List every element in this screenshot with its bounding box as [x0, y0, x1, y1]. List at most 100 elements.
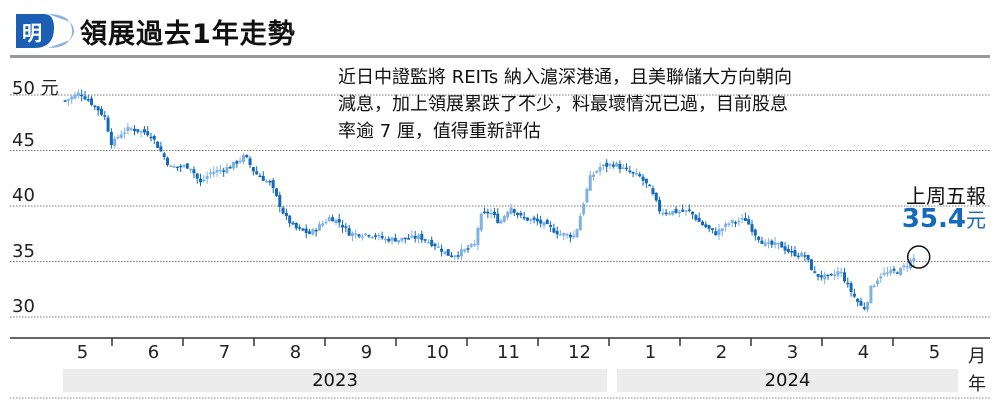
- candle-body: [601, 164, 605, 167]
- candle-body: [337, 219, 341, 223]
- candle-body: [512, 209, 516, 213]
- x-tick-label: 6: [147, 342, 160, 363]
- candle-body: [251, 167, 255, 172]
- candle-body: [889, 269, 893, 274]
- y-tick-label: 30: [12, 296, 35, 317]
- candle-body: [621, 167, 625, 170]
- candle-body: [611, 164, 615, 167]
- candle-body: [509, 207, 513, 214]
- candle-body: [899, 267, 903, 275]
- candle-body: [456, 255, 460, 257]
- candle-body: [912, 258, 916, 262]
- candle-body: [644, 178, 648, 184]
- candle-body: [172, 166, 176, 168]
- candle-body: [809, 259, 813, 271]
- candle-body: [859, 300, 863, 306]
- candle-body: [568, 234, 572, 238]
- annotation-line: 率逾 7 厘，值得重新評估: [338, 121, 541, 142]
- candle-body: [819, 275, 823, 278]
- candle-body: [433, 243, 437, 247]
- candle-body: [327, 217, 331, 222]
- candle-body: [631, 171, 635, 174]
- candle-body: [773, 242, 777, 245]
- candle-body: [664, 212, 668, 215]
- candle-body: [334, 219, 338, 224]
- candle-body: [129, 128, 133, 130]
- candle-body: [413, 235, 417, 239]
- candle-body: [271, 180, 275, 189]
- candle-body: [331, 217, 335, 222]
- candle-body: [90, 98, 94, 105]
- candle-body: [278, 194, 282, 207]
- candle-body: [651, 188, 655, 194]
- candle-body: [202, 179, 206, 182]
- candle-body: [552, 228, 556, 233]
- candle-body: [605, 162, 609, 167]
- candle-body: [255, 171, 259, 175]
- candle-body: [126, 126, 130, 131]
- candle-body: [245, 154, 249, 158]
- candle-body: [192, 169, 196, 174]
- candle-body: [390, 237, 394, 241]
- candle-body: [829, 273, 833, 276]
- candle-body: [288, 215, 292, 224]
- candle-body: [314, 229, 318, 232]
- candle-body: [317, 224, 321, 231]
- candle-body: [397, 239, 401, 243]
- candle-body: [281, 207, 285, 214]
- y-tick-label: 35: [12, 241, 35, 262]
- candle-body: [714, 231, 718, 236]
- candle-body: [734, 222, 738, 224]
- candle-body: [443, 251, 447, 254]
- candle-body: [671, 210, 675, 215]
- candle-body: [248, 158, 252, 166]
- candle-body: [535, 218, 539, 222]
- candle-body: [139, 130, 143, 133]
- x-tick-label: 12: [568, 342, 591, 363]
- candle-body: [539, 219, 543, 224]
- candle-body: [350, 233, 354, 237]
- candle-body: [648, 184, 652, 187]
- candle-body: [311, 229, 315, 235]
- x-tick-label: 5: [928, 342, 941, 363]
- candle-body: [387, 238, 391, 242]
- candle-body: [833, 274, 837, 276]
- candle-body: [516, 212, 520, 216]
- candle-body: [149, 136, 153, 139]
- candle-body: [364, 233, 368, 236]
- candle-body: [780, 241, 784, 248]
- candle-body: [473, 243, 477, 246]
- candle-body: [525, 217, 529, 221]
- candle-body: [763, 242, 767, 246]
- candle-body: [228, 166, 232, 169]
- candle-body: [426, 242, 430, 244]
- annotation-line: 近日中證監將 REITs 納入滬深港通，且美聯儲大方向朝向: [338, 67, 793, 88]
- candle-body: [99, 108, 103, 115]
- candle-body: [839, 271, 843, 274]
- x-tick-label: 2: [715, 342, 728, 363]
- y-tick-label: 45: [12, 130, 35, 151]
- candle-body: [786, 248, 790, 253]
- candle-body: [813, 271, 817, 273]
- candle-body: [565, 233, 569, 236]
- candle-body: [691, 211, 695, 215]
- candle-body: [753, 229, 757, 236]
- candle-body: [357, 234, 361, 237]
- candle-body: [218, 169, 222, 172]
- candle-body: [905, 266, 909, 268]
- candle-body: [294, 222, 298, 229]
- candle-body: [175, 166, 179, 169]
- candle-body: [856, 298, 860, 302]
- candle-body: [298, 227, 302, 229]
- annotation-line: 減息，加上領展累跌了不少，料最壞情況已過，目前股息: [338, 94, 788, 115]
- title-divider: [10, 55, 990, 58]
- candle-body: [882, 272, 886, 275]
- candle-body: [199, 178, 203, 183]
- candle-body: [793, 250, 797, 256]
- candle-body: [608, 163, 612, 166]
- candle-body: [842, 272, 846, 282]
- candle-body: [595, 170, 599, 173]
- candle-body: [410, 235, 414, 238]
- candle-body: [496, 213, 500, 224]
